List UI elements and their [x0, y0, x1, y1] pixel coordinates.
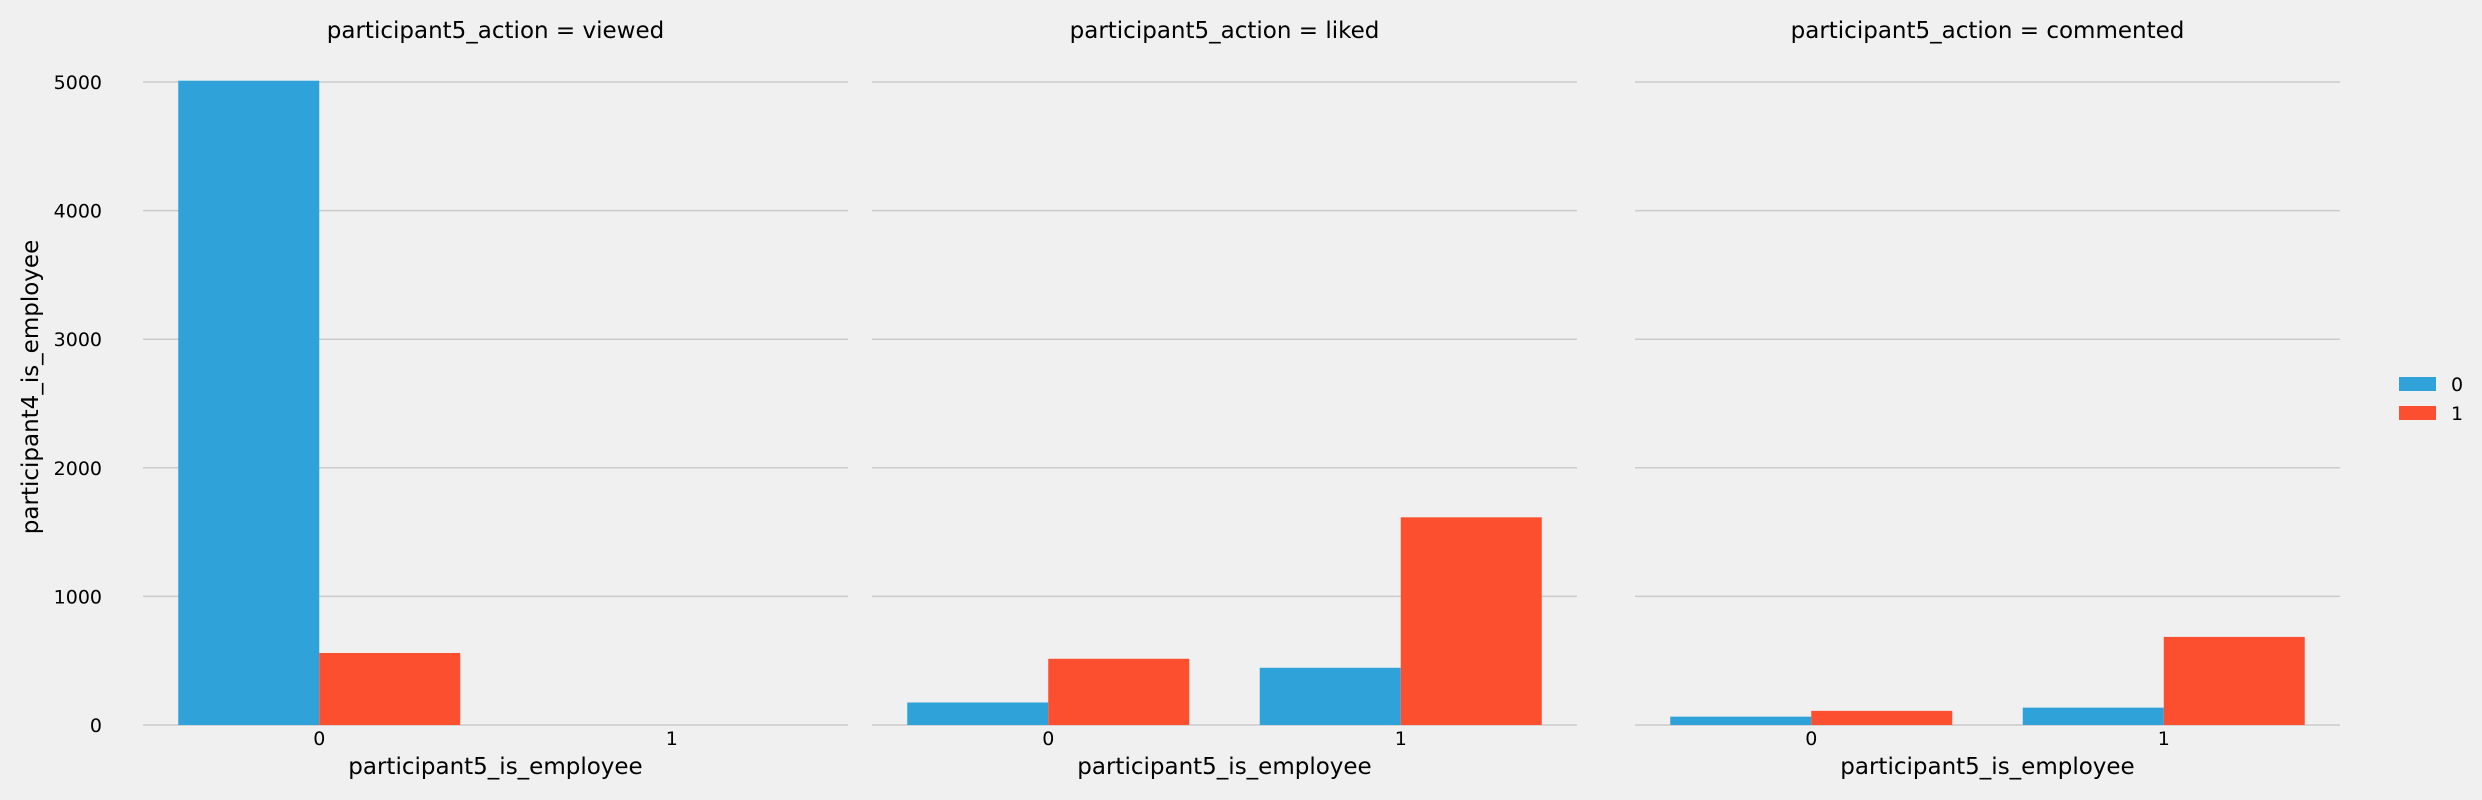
bar — [2022, 707, 2164, 725]
y-tick-label: 5000 — [54, 72, 102, 94]
y-tick-label: 3000 — [54, 329, 102, 351]
panel-1: 0 1000 2000 3000 4000 5000 0 1 participant5_is_e… — [54, 18, 848, 780]
panel-3: 0 1 participant5_is_employee participant5_a… — [1635, 18, 2340, 780]
x-axis-label: participant5_is_employee — [348, 754, 642, 780]
panel-title: participant5_action = viewed — [327, 18, 664, 44]
x-tick-label: 1 — [1395, 728, 1407, 750]
panel-title: participant5_action = commented — [1791, 18, 2185, 44]
legend-label: 1 — [2451, 403, 2463, 425]
x-tick-label: 1 — [666, 728, 678, 750]
bar — [319, 652, 461, 725]
y-tick-label: 4000 — [54, 201, 102, 223]
bar — [1048, 658, 1190, 725]
panel-2: 0 1 participant5_is_employee participant5_a… — [872, 18, 1577, 780]
y-axis-label: participant4_is_employee — [18, 240, 44, 534]
bar — [1811, 710, 1953, 725]
bar — [178, 80, 320, 726]
x-tick-label: 1 — [2158, 728, 2170, 750]
x-axis-label: participant5_is_employee — [1840, 754, 2134, 780]
bar — [907, 702, 1049, 725]
x-axis-label: participant5_is_employee — [1077, 754, 1371, 780]
legend-swatch — [2399, 377, 2436, 391]
legend: 01 — [2399, 374, 2463, 425]
y-tick-label: 2000 — [54, 458, 102, 480]
legend-swatch — [2399, 406, 2436, 420]
chart-panels: 0 1000 2000 3000 4000 5000 0 1 participant5_is_e… — [54, 18, 2340, 780]
x-tick-label: 0 — [313, 728, 325, 750]
bar — [1259, 667, 1401, 725]
bar — [1670, 716, 1812, 725]
bar — [2163, 636, 2305, 725]
y-tick-label: 1000 — [54, 586, 102, 608]
y-tick-label: 0 — [90, 715, 102, 737]
legend-label: 0 — [2451, 374, 2463, 396]
x-tick-label: 0 — [1042, 728, 1054, 750]
panel-title: participant5_action = liked — [1070, 18, 1380, 44]
x-tick-label: 0 — [1805, 728, 1817, 750]
bar — [1400, 517, 1542, 725]
